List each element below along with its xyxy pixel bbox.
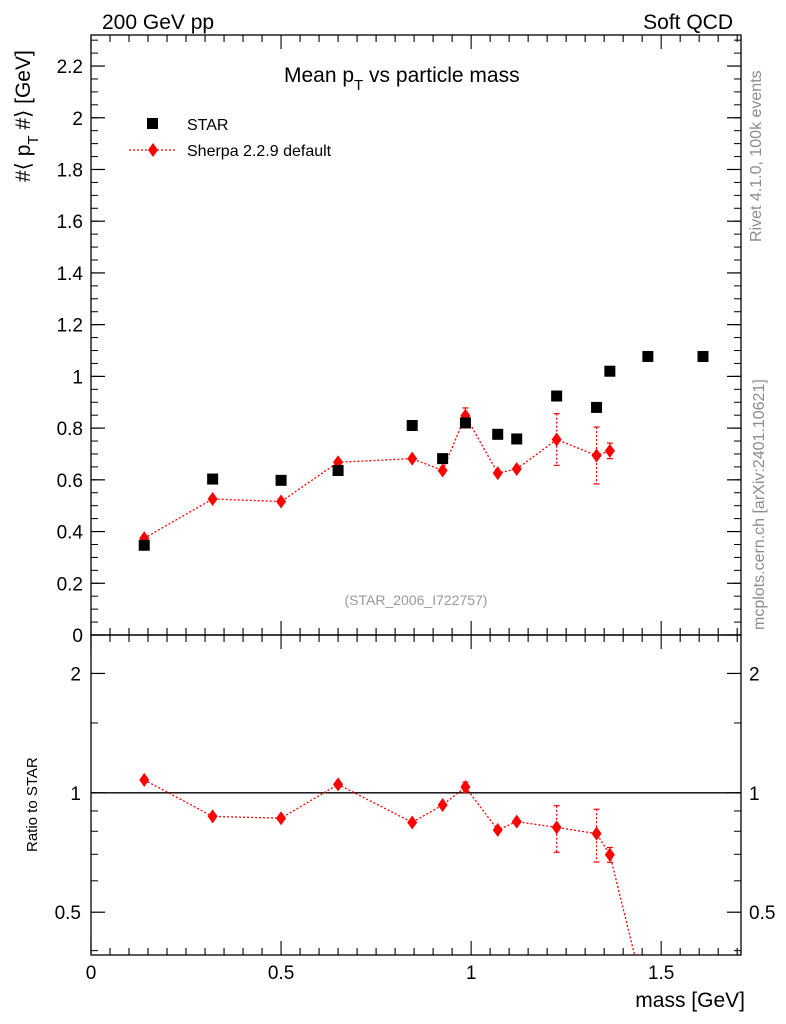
xtick-label: 1.5: [648, 963, 674, 984]
ratio-ylabel: Ratio to STAR: [24, 757, 41, 852]
ratio-point: [333, 777, 344, 792]
ratio-plot-frame: [90, 634, 742, 956]
ratio-point: [551, 820, 562, 835]
ratio-ytick-label-right: 0.5: [749, 903, 775, 924]
header-right: Soft QCD: [643, 11, 733, 34]
main-ytick-label: 0.2: [57, 574, 83, 595]
ratio-x-ticks: 0 0.5 1 1.5: [86, 635, 738, 984]
xtick-label: 0.5: [268, 963, 294, 984]
main-ytick-label: 1: [72, 367, 83, 388]
ratio-point: [604, 847, 615, 862]
sherpa-point: [492, 466, 503, 481]
ylabel-sub: T: [25, 135, 42, 144]
ratio-point: [276, 811, 287, 826]
star-point: [551, 390, 563, 402]
sherpa-point: [407, 451, 418, 466]
main-ytick-label: 0.4: [57, 523, 84, 544]
watermark-label: (STAR_2006_I722757): [345, 592, 488, 608]
main-ytick-label: 1.8: [57, 160, 83, 181]
sherpa-point: [551, 432, 562, 447]
main-x-ticks: [90, 35, 738, 635]
ylabel-pre: #⟨ p: [12, 145, 35, 182]
main-ytick-label: 0.8: [57, 419, 83, 440]
star-point: [697, 350, 709, 362]
main-ytick-label: 1.4: [57, 264, 84, 285]
ratio-line: [143, 779, 636, 956]
title-rest: vs particle mass: [363, 64, 519, 87]
sherpa-point: [511, 461, 522, 476]
ratio-ytick-label-right: 1: [749, 784, 760, 805]
sherpa-point: [591, 448, 602, 463]
legend-sherpa-label: Sherpa 2.2.9 default: [187, 143, 332, 160]
star-point: [332, 465, 344, 477]
rivet-label: Rivet 4.1.0, 100k events: [748, 70, 765, 242]
main-ylabel: #⟨ pT #⟩ [GeV]: [12, 50, 42, 182]
star-point: [591, 401, 603, 413]
main-series-layer: [138, 350, 709, 551]
star-point: [437, 453, 449, 465]
main-y-ticks: 0 0.2 0.4 0.6 0.8 1 1.2 1.4 1.6 1.8 2 2.2: [57, 39, 741, 647]
xtick-label: 1: [466, 963, 477, 984]
star-point: [511, 433, 523, 445]
main-ytick-label: 0.6: [57, 471, 83, 492]
legend-sherpa-marker: [148, 143, 158, 157]
ratio-ytick-label: 0.5: [55, 903, 81, 924]
sherpa-point: [604, 443, 615, 458]
star-point: [459, 417, 471, 429]
star-point: [138, 539, 150, 551]
header-left: 200 GeV pp: [102, 11, 214, 34]
legend: STAR Sherpa 2.2.9 default: [129, 117, 332, 160]
ratio-point: [511, 814, 522, 829]
sherpa-point: [207, 491, 218, 506]
ratio-point: [492, 822, 503, 837]
ylabel-post: #⟩ [GeV]: [12, 50, 35, 135]
ratio-ytick-label: 2: [70, 664, 81, 685]
ratio-ytick-label-right: 2: [749, 664, 760, 685]
star-point: [406, 420, 418, 432]
main-ytick-label: 2.2: [57, 57, 83, 78]
star-point: [604, 365, 616, 377]
ratio-point: [437, 797, 448, 812]
title-main: Mean p: [284, 64, 354, 87]
title-sub: T: [354, 77, 363, 94]
ratio-point: [207, 809, 218, 824]
ratio-point: [407, 815, 418, 830]
mcplots-label: mcplots.cern.ch [arXiv:2401.10621]: [751, 379, 768, 630]
star-point: [207, 473, 219, 485]
x-axis-label: mass [GeV]: [635, 989, 745, 1012]
main-ytick-label: 1.2: [57, 316, 83, 337]
main-ytick-label: 0: [72, 626, 83, 647]
ratio-point: [591, 826, 602, 841]
star-point: [642, 350, 654, 362]
xtick-label: 0: [86, 963, 97, 984]
main-title: Mean pT vs particle mass: [284, 64, 520, 94]
star-point: [492, 428, 504, 440]
star-point: [275, 474, 287, 486]
ratio-series-layer: [139, 772, 636, 956]
legend-star-marker: [147, 118, 158, 129]
sherpa-point: [437, 463, 448, 478]
main-ytick-label: 1.6: [57, 212, 83, 233]
sherpa-point: [276, 494, 287, 509]
sherpa-line: [143, 414, 611, 539]
main-ytick-label: 2: [72, 109, 83, 130]
ratio-point: [460, 780, 471, 795]
legend-star-label: STAR: [187, 117, 228, 134]
ratio-ytick-label: 1: [70, 784, 81, 805]
ratio-point: [139, 772, 150, 787]
